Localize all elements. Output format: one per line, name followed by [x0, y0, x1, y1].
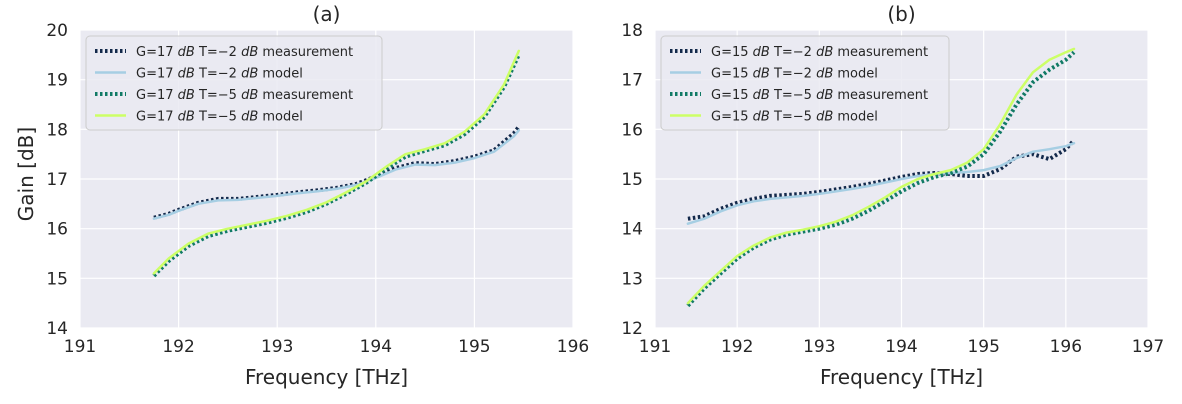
legend-label: G=15 dB T=−5 dB measurement — [711, 88, 928, 103]
y-tick-label: 14 — [46, 319, 68, 339]
series-line-a-3 — [152, 53, 521, 278]
x-tick-label: 197 — [1132, 337, 1164, 357]
legend-label: G=15 dB T=−2 dB measurement — [711, 45, 928, 60]
y-tick-label: 12 — [621, 319, 643, 339]
y-tick-label: 16 — [46, 220, 68, 240]
chart-title-b: (b) — [887, 2, 915, 26]
x-tick-label: 194 — [360, 337, 392, 357]
y-tick-label: 16 — [621, 120, 643, 140]
y-tick-label: 14 — [621, 220, 643, 240]
series-line-a-4 — [152, 49, 521, 275]
chart-panel-a: 191 192 193 194 195 196 14 15 16 17 18 19 20 (a) Frequ… — [46, 2, 589, 389]
x-tick-label: 193 — [803, 337, 835, 357]
y-tick-label: 20 — [46, 21, 68, 41]
legend-label: G=15 dB T=−2 dB model — [711, 67, 878, 82]
x-tick-label: 196 — [557, 337, 589, 357]
legend-label: G=17 dB T=−2 dB model — [136, 67, 303, 82]
series-line-b-2 — [686, 141, 1076, 225]
y-tick-label: 18 — [46, 120, 68, 140]
y-tick-label: 19 — [46, 71, 68, 91]
legend-label: G=15 dB T=−5 dB model — [711, 110, 878, 125]
x-tick-label: 192 — [162, 337, 194, 357]
chart-title-a: (a) — [313, 2, 341, 26]
y-tick-label: 17 — [621, 71, 643, 91]
x-tick-label: 195 — [967, 337, 999, 357]
x-axis-label-b: Frequency [THz] — [820, 365, 983, 389]
x-tick-label: 193 — [261, 337, 293, 357]
series-line-b-1 — [687, 138, 1076, 221]
legend-label: G=17 dB T=−2 dB measurement — [136, 45, 353, 60]
y-tick-label: 15 — [46, 269, 68, 289]
y-tick-label: 13 — [621, 269, 643, 289]
y-axis-label: Gain [dB] — [14, 127, 38, 221]
x-axis-label-a: Frequency [THz] — [245, 365, 408, 389]
x-tick-label: 192 — [721, 337, 753, 357]
x-tick-label: 196 — [1050, 337, 1082, 357]
x-tick-label: 194 — [885, 337, 917, 357]
y-tick-label: 18 — [621, 21, 643, 41]
legend-a — [85, 35, 383, 131]
series-line-a-2 — [152, 129, 521, 220]
x-tick-label: 191 — [639, 337, 671, 357]
y-tick-label: 15 — [621, 170, 643, 190]
y-tick-label: 17 — [46, 170, 68, 190]
legend-b — [660, 35, 950, 131]
legend-label: G=17 dB T=−5 dB model — [136, 110, 303, 125]
legend-label: G=17 dB T=−5 dB measurement — [136, 88, 353, 103]
chart-panel-b: 191 192 193 194 195 196 197 12 13 14 15 16 17 18 (b) Fr… — [621, 2, 1164, 389]
x-tick-label: 195 — [458, 337, 490, 357]
series-line-b-4 — [686, 47, 1076, 305]
x-tick-label: 191 — [64, 337, 96, 357]
